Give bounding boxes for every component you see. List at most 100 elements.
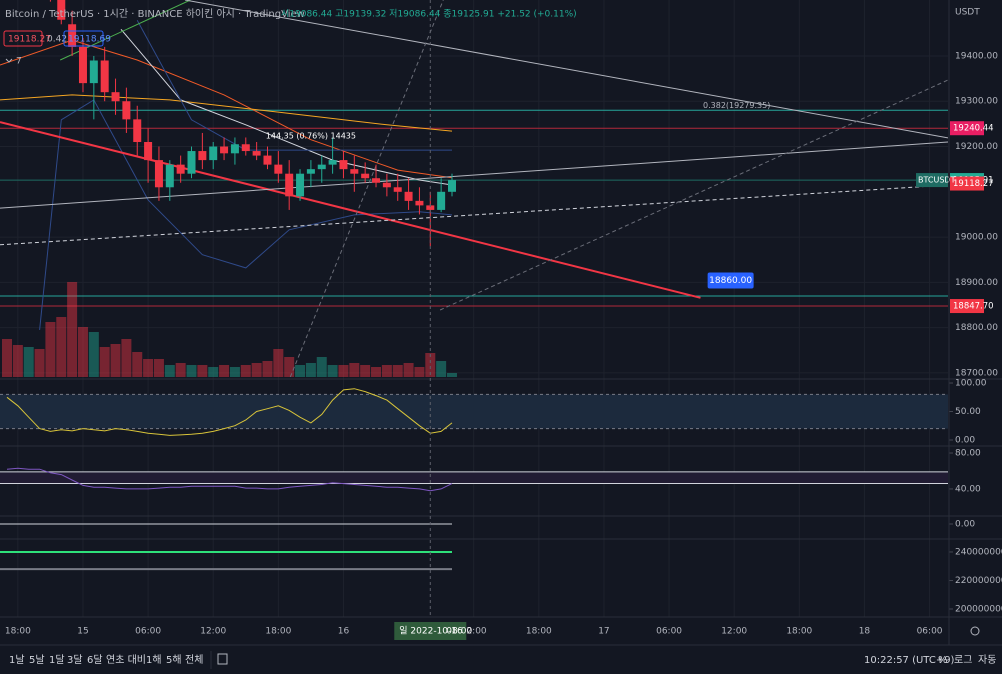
overlay-line	[136, 19, 452, 151]
candle-body	[230, 144, 239, 154]
unit-label[interactable]: USDT	[955, 8, 980, 18]
candle-body	[317, 164, 326, 170]
candle-body	[426, 205, 435, 210]
log-toggle[interactable]: 로그	[954, 655, 972, 666]
price-label-box	[950, 299, 984, 314]
measure-label: 144.35 (0.76%) 14435	[266, 132, 356, 141]
candle-body	[285, 173, 294, 197]
pane-tick-label: 240000000.00	[955, 547, 1002, 557]
range-button[interactable]: 전체	[185, 654, 203, 666]
top-layer: 19400.00 19300.00 19200.00 19000.00 18900.00…	[5, 0, 1002, 640]
price-label-box	[950, 176, 984, 191]
candle-body	[241, 144, 250, 152]
volume-bar	[197, 365, 208, 377]
candle-body	[263, 155, 272, 165]
range-button[interactable]: 연초 대비	[106, 654, 146, 666]
candle-body	[68, 24, 77, 47]
overlay-line	[0, 184, 948, 246]
crosshair-box	[394, 622, 467, 640]
overlay-line	[120, 28, 453, 186]
price-label: 19118.27	[953, 179, 994, 189]
volume-bar	[295, 365, 306, 377]
pane-tick-label: 0.00	[955, 520, 975, 530]
range-button[interactable]: 5해	[166, 653, 182, 666]
candle-body	[220, 146, 229, 154]
x-tick-label: 18:00	[265, 627, 291, 637]
x-tick-label: 18	[859, 627, 871, 637]
overlay-line	[184, 0, 948, 139]
candle-body	[339, 160, 348, 170]
range-button[interactable]: 1날	[9, 654, 25, 666]
range-button[interactable]: 6달	[87, 654, 103, 666]
candle-body	[296, 173, 305, 197]
volume-bar	[316, 357, 327, 377]
target-box	[707, 272, 754, 289]
candle-body	[154, 160, 163, 188]
volume-bar	[414, 367, 425, 377]
indicator-value: 19118.69	[68, 35, 111, 45]
volume-bar	[338, 365, 349, 377]
symbol-label: BTCUSDT	[918, 176, 956, 185]
candle-body	[372, 178, 381, 183]
candle-body	[57, 0, 66, 20]
auto-toggle[interactable]: 자동	[978, 654, 996, 666]
indicator-value: 19118.27	[8, 35, 51, 45]
candle-body	[382, 182, 391, 188]
volume-bar	[110, 344, 121, 377]
candle-body	[187, 151, 196, 174]
ohlc-legend: 시19086.44 고19139.32 저19086.44 종19125.91 …	[281, 9, 577, 20]
pane-tick-label: 200000000.00	[955, 605, 1002, 615]
overlay-line	[0, 94, 453, 132]
clock: 10:22:57 (UTC+9)	[864, 655, 955, 666]
volume-bar	[305, 363, 316, 377]
x-tick-label: 16	[338, 627, 350, 637]
volume-bar	[381, 365, 392, 377]
candle-body	[122, 101, 131, 120]
pane-tick-label: 220000000.00	[955, 576, 1002, 586]
level-band	[0, 394, 948, 429]
candle-body	[306, 169, 315, 174]
candle-body	[209, 146, 218, 161]
volume-bar	[284, 357, 295, 377]
candle-body	[415, 200, 424, 206]
volume-bar	[446, 373, 457, 377]
date-range-icon[interactable]	[217, 653, 228, 665]
volume-bar	[251, 363, 262, 377]
x-tick-label: 18:00	[786, 627, 812, 637]
candle-body	[328, 160, 337, 165]
x-tick-label: 12:00	[721, 627, 747, 637]
target-label: 18860.00	[709, 276, 752, 286]
symbol-box	[916, 173, 948, 188]
candle-body	[78, 46, 87, 84]
pane-tick-label: 0.00	[955, 435, 975, 445]
volume-bar	[349, 363, 360, 377]
volume-bar	[392, 365, 403, 377]
candle-body	[404, 191, 413, 201]
volume-bar	[2, 339, 13, 377]
candle-body	[176, 164, 185, 174]
percent-toggle[interactable]: %	[938, 655, 948, 666]
candle-body	[437, 191, 446, 210]
volume-bar	[175, 363, 186, 377]
crosshair-date: 일 2022-10-16	[399, 626, 463, 637]
collapse-chevron[interactable]	[5, 58, 13, 63]
volume-bar	[403, 363, 414, 377]
collapsed-count[interactable]: 7	[16, 57, 22, 67]
range-button[interactable]: 1달	[49, 654, 65, 666]
settings-icon[interactable]	[970, 626, 980, 636]
y-tick-label: 19300.00	[955, 97, 998, 107]
range-button[interactable]: 1해	[146, 653, 162, 666]
volume-bar	[56, 317, 67, 377]
chart-title: Bitcoin / TetherUS · 1시간 · BINANCE 하이킨 아…	[5, 7, 305, 20]
candle-body	[165, 164, 174, 188]
candle-body	[447, 180, 456, 192]
volume-bar	[88, 332, 99, 377]
range-button[interactable]: 3달	[67, 654, 83, 666]
volume-bar	[121, 339, 132, 377]
level-band	[0, 471, 948, 484]
range-button[interactable]: 5날	[29, 654, 45, 666]
candle-body	[133, 119, 142, 142]
y-tick-label: 18700.00	[955, 368, 998, 378]
